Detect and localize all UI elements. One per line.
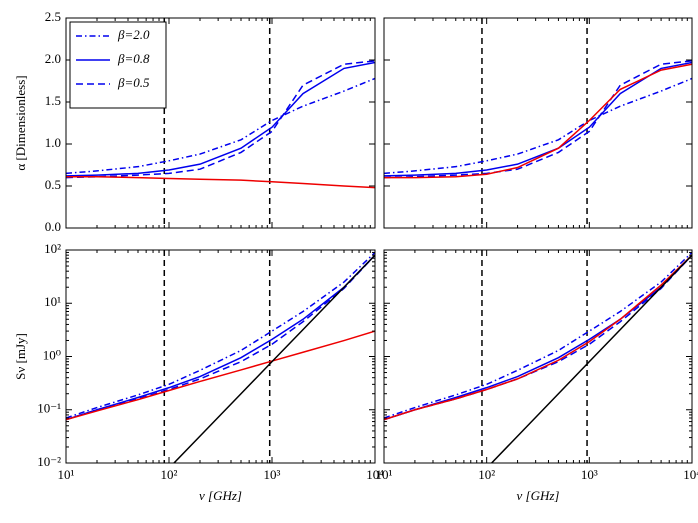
x-tick-label: 10⁴ [683,467,698,482]
series-line [384,60,692,179]
series-line [384,254,692,421]
plot-area [384,250,692,463]
y-axis-label: α [Dimensionless] [13,75,28,170]
series-line [490,254,692,463]
series-line [384,254,692,421]
y-tick-label: 0.5 [45,177,61,192]
plot-area [66,18,375,228]
legend-label: β=2.0 [117,27,150,42]
x-tick-label: 10³ [581,467,598,482]
x-tick-label: 10² [161,467,178,482]
x-tick-label: 10² [478,467,495,482]
y-tick-label: 0.0 [45,219,61,234]
x-axis-label: ν [GHz] [199,488,242,503]
plot-frame [383,17,693,229]
y-tick-label: 2.5 [45,9,61,24]
series-line [66,60,375,179]
series-line [66,330,375,421]
legend-label: β=0.5 [117,75,150,90]
series-line [384,77,692,175]
x-tick-label: 10⁴ [366,467,384,482]
series-line [384,254,692,421]
series-line [384,61,692,177]
y-tick-label: 10² [44,241,61,256]
series-line [66,251,375,419]
series-line [66,61,375,177]
series-line [384,251,692,419]
y-tick-label: 1.0 [45,135,61,150]
plot-frame [65,17,376,229]
plot-frame [65,249,376,464]
series-line [384,63,692,179]
plot-area [384,18,692,228]
series-line [66,176,375,189]
x-tick-label: 10¹ [58,467,75,482]
y-tick-label: 1.5 [45,93,61,108]
y-tick-label: 10⁻¹ [37,401,61,416]
y-tick-label: 2.0 [45,51,61,66]
x-tick-label: 10³ [264,467,281,482]
y-tick-label: 10⁻² [37,454,61,469]
x-tick-label: 10¹ [376,467,393,482]
series-line [66,254,375,421]
y-tick-label: 10⁰ [43,347,61,362]
legend-label: β=0.8 [117,51,150,66]
series-line [66,77,375,175]
x-axis-label: ν [GHz] [517,488,560,503]
series-line [172,254,375,463]
plot-area [66,250,375,463]
plot-frame [383,249,693,464]
y-axis-label: Sν [mJy] [13,333,28,380]
series-line [66,254,375,421]
y-tick-label: 10¹ [44,294,61,309]
